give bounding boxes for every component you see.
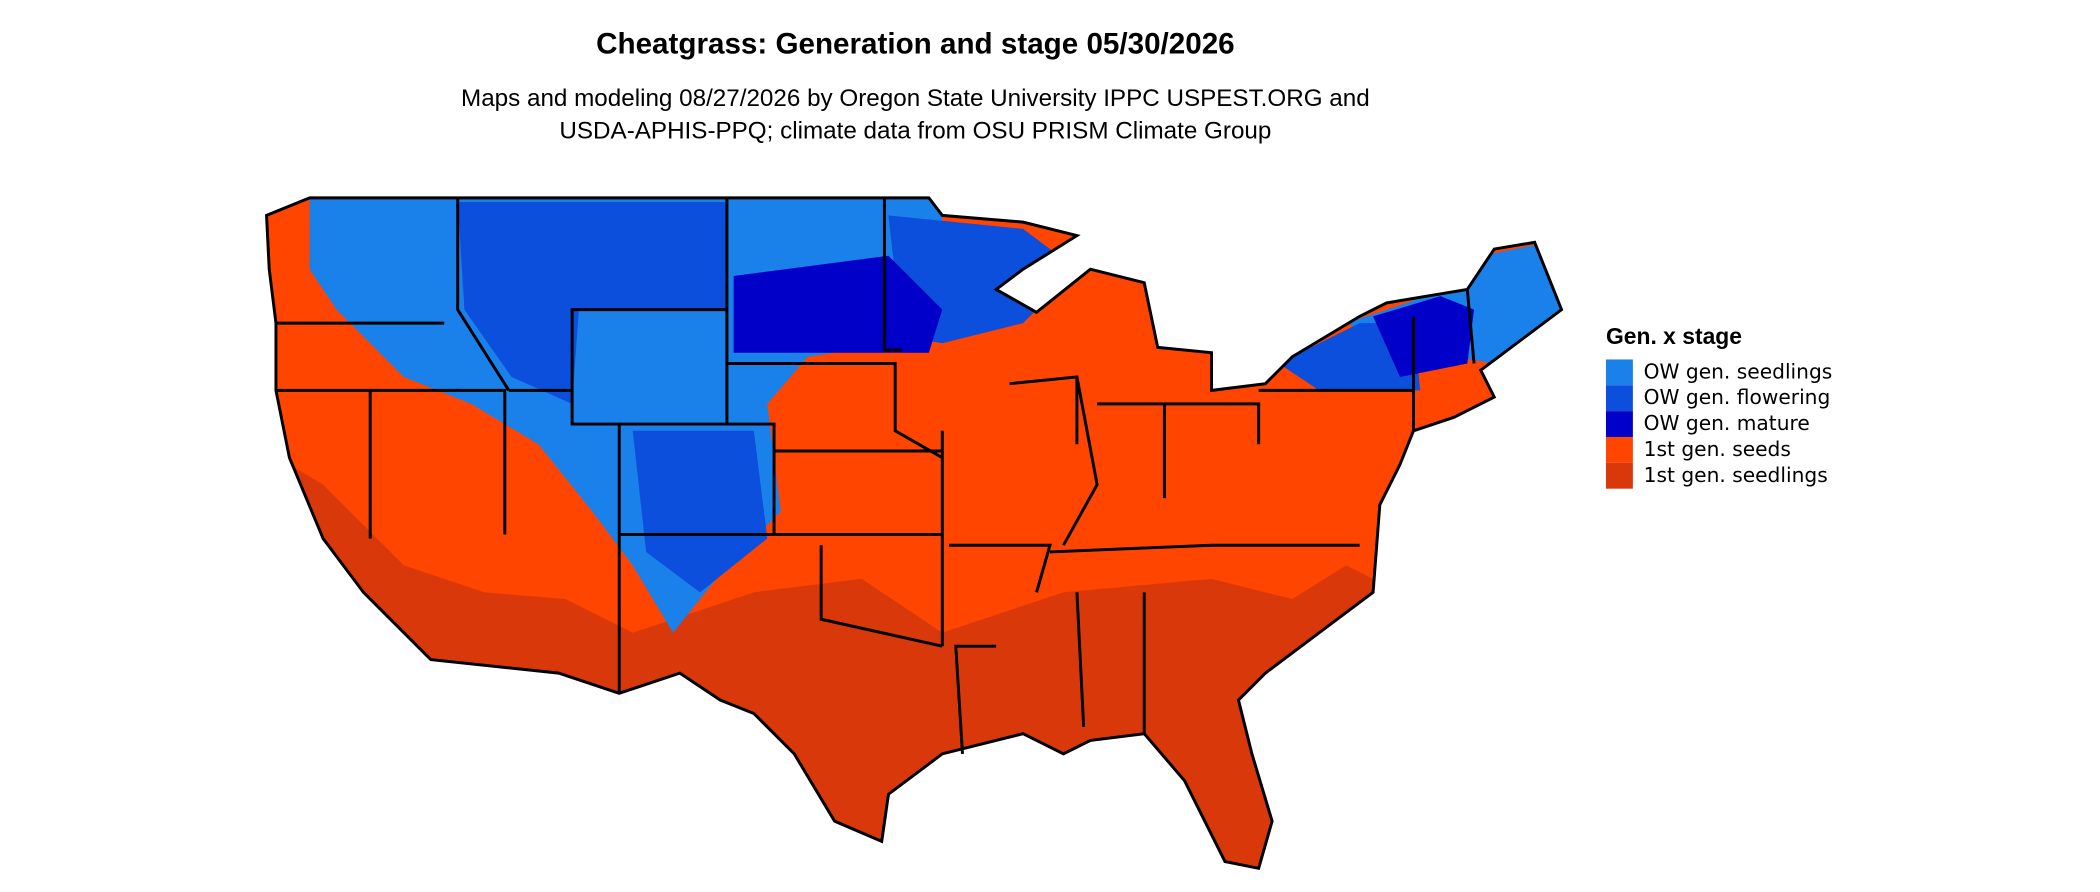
- legend-label: OW gen. flowering: [1644, 385, 1831, 409]
- country-outline: [265, 196, 1564, 871]
- region-ow-flowering: [632, 430, 768, 593]
- legend-label: 1st gen. seedlings: [1644, 463, 1828, 487]
- region-ow-flowering: [457, 201, 727, 404]
- legend-swatch: [1605, 385, 1633, 412]
- state-borders: [265, 196, 1564, 871]
- legend-swatch: [1605, 359, 1633, 386]
- legend-label: OW gen. mature: [1644, 411, 1810, 435]
- legend-label: OW gen. seedlings: [1644, 359, 1833, 383]
- map-subtitle: Maps and modeling 08/27/2026 by Oregon S…: [461, 85, 1370, 112]
- legend-swatch: [1605, 436, 1633, 463]
- state-lines: [275, 197, 1476, 754]
- region-ow-mature: [733, 255, 943, 353]
- map-title: Cheatgrass: Generation and stage 05/30/2…: [596, 28, 1235, 61]
- legend-title: Gen. x stage: [1606, 323, 1742, 349]
- map-subtitle: USDA-APHIS-PPQ; climate data from OSU PR…: [559, 117, 1271, 144]
- legend-label: 1st gen. seeds: [1644, 437, 1791, 461]
- legend-swatch: [1605, 462, 1633, 489]
- legend-swatch: [1605, 411, 1633, 437]
- region-ow-mature: [1373, 296, 1475, 377]
